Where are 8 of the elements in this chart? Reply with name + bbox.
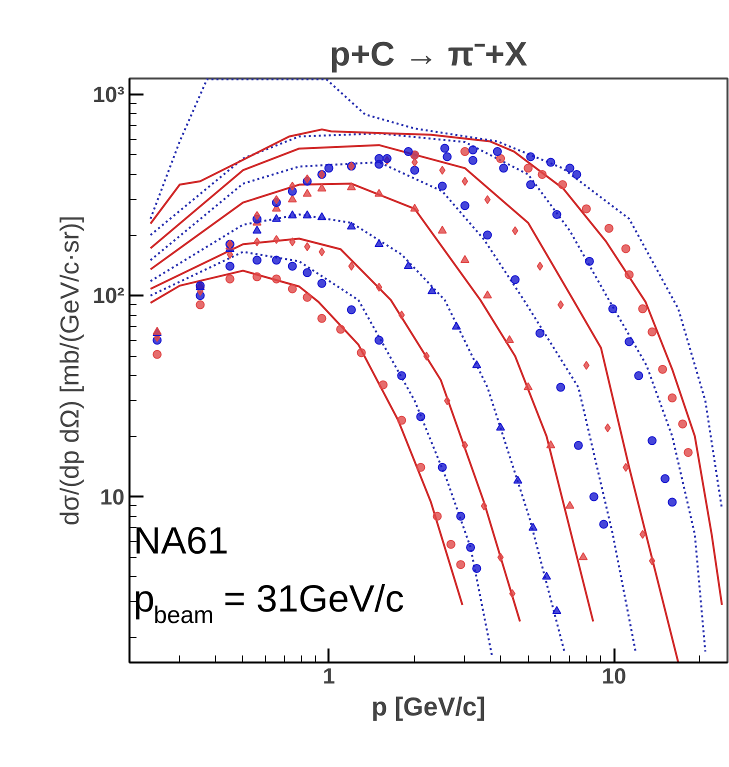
y-tick-label: 10³ [92, 82, 124, 107]
y-tick-label: 10 [100, 484, 125, 510]
x-tick-label: 1 [322, 664, 335, 688]
chart-title: p+C → π⁻+X [330, 36, 528, 74]
y-tick-label: 10² [92, 283, 124, 308]
y-axis-title: dσ/(dp dΩ) [mb/(GeV/c·sr)] [54, 216, 85, 526]
x-axis-title: p [GeV/c] [371, 692, 486, 722]
annotation: NA61 [134, 520, 229, 562]
